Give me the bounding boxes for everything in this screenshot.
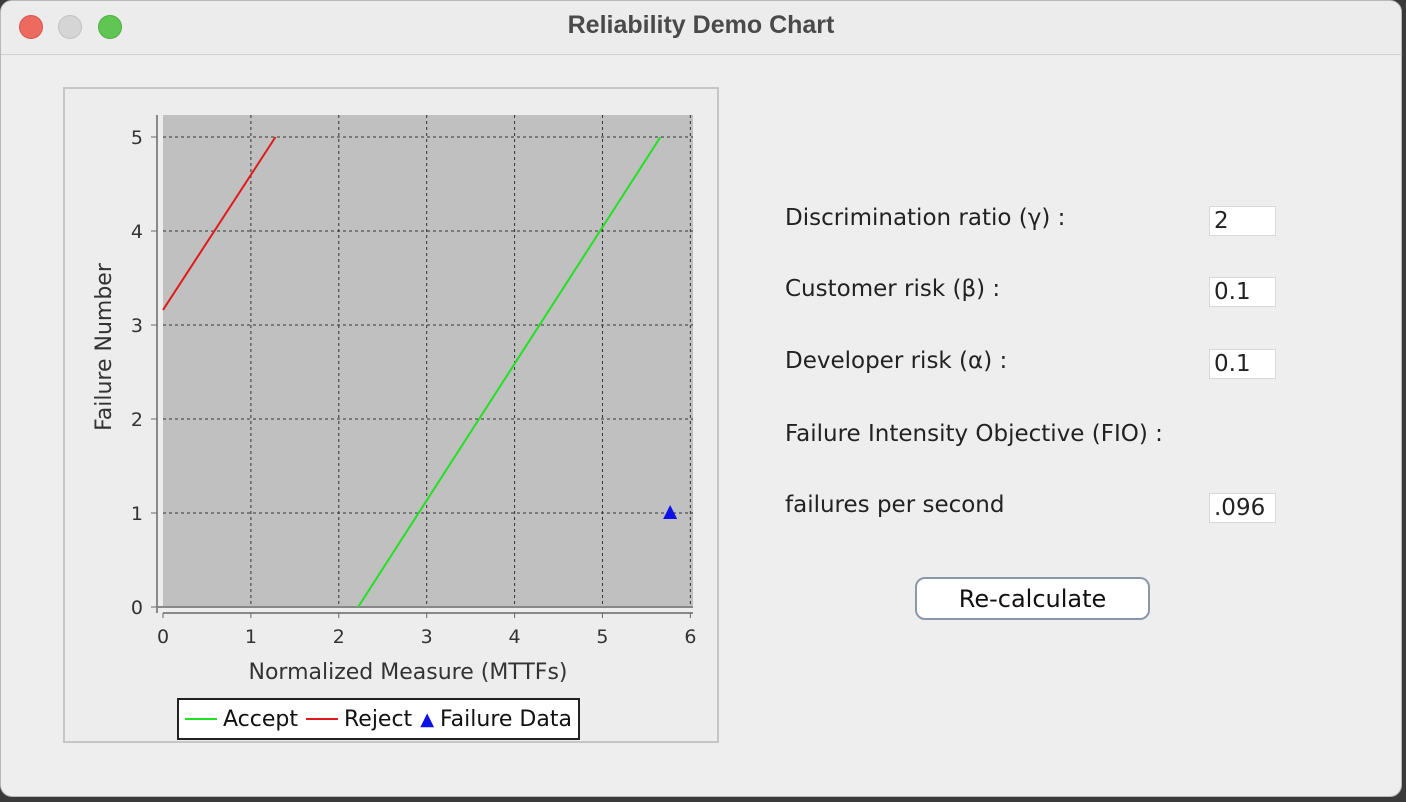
recalculate-button[interactable]: Re-calculate	[915, 577, 1150, 620]
minimize-window-button[interactable]	[58, 15, 82, 39]
triangle-marker-icon: ▲	[420, 708, 435, 730]
failures-per-second-label: failures per second	[785, 492, 1005, 518]
y-tick-label-5: 5	[131, 127, 143, 149]
y-tick-label-4: 4	[131, 221, 143, 243]
series-accept-line	[357, 136, 662, 608]
discrimination-ratio-label: Discrimination ratio (γ) :	[785, 205, 1066, 231]
window-title: Reliability Demo Chart	[567, 11, 835, 39]
developer-risk-input[interactable]	[1209, 349, 1276, 379]
fio-label: Failure Intensity Objective (FIO) :	[785, 421, 1163, 447]
y-tick-label-2: 2	[131, 409, 143, 431]
legend-accept-label: Accept	[223, 706, 298, 732]
reliability-chart: 0 1 2 3 4 5 6 0 1 2 3 4 5 Normalized Measure (MTTFs) F…	[92, 115, 696, 685]
legend-reject-label: Reject	[343, 706, 413, 732]
discrimination-ratio-input[interactable]	[1209, 206, 1276, 236]
y-tick-label-0: 0	[131, 597, 143, 619]
customer-risk-label: Customer risk (β) :	[785, 276, 1001, 302]
developer-risk-label: Developer risk (α) :	[785, 348, 1008, 374]
y-tick-label-1: 1	[131, 503, 143, 525]
x-tick-label-1: 1	[245, 626, 257, 648]
chart-panel: 0 1 2 3 4 5 6 0 1 2 3 4 5 Normalized Measure (MTTFs) F…	[63, 87, 719, 743]
customer-risk-input[interactable]	[1209, 277, 1276, 307]
x-axis-label: Normalized Measure (MTTFs)	[249, 660, 568, 685]
y-tick-label-3: 3	[131, 315, 143, 337]
y-axis-label: Failure Number	[92, 262, 117, 431]
title-bar: Reliability Demo Chart	[1, 1, 1401, 55]
legend-item-reject: Reject	[305, 706, 413, 732]
failures-per-second-input[interactable]	[1209, 493, 1276, 523]
close-window-button[interactable]	[19, 15, 43, 39]
x-tick-label-6: 6	[684, 626, 696, 648]
x-tick-label-2: 2	[333, 626, 345, 648]
zoom-window-button[interactable]	[98, 15, 122, 39]
series-reject-line	[162, 136, 277, 311]
x-tick-label-5: 5	[596, 626, 608, 648]
legend-reject-swatch	[305, 718, 338, 720]
legend-item-failure-data: ▲ Failure Data	[420, 707, 572, 732]
x-tick-label-4: 4	[509, 626, 521, 648]
legend-accept-swatch	[185, 718, 217, 720]
series-failure-data-point-0	[663, 505, 678, 519]
chart-legend: Accept Reject ▲ Failure Data	[177, 698, 580, 740]
legend-failure-data-label: Failure Data	[440, 706, 572, 732]
x-tick-label-3: 3	[421, 626, 433, 648]
legend-item-accept: Accept	[185, 707, 298, 732]
x-tick-label-0: 0	[157, 626, 169, 648]
